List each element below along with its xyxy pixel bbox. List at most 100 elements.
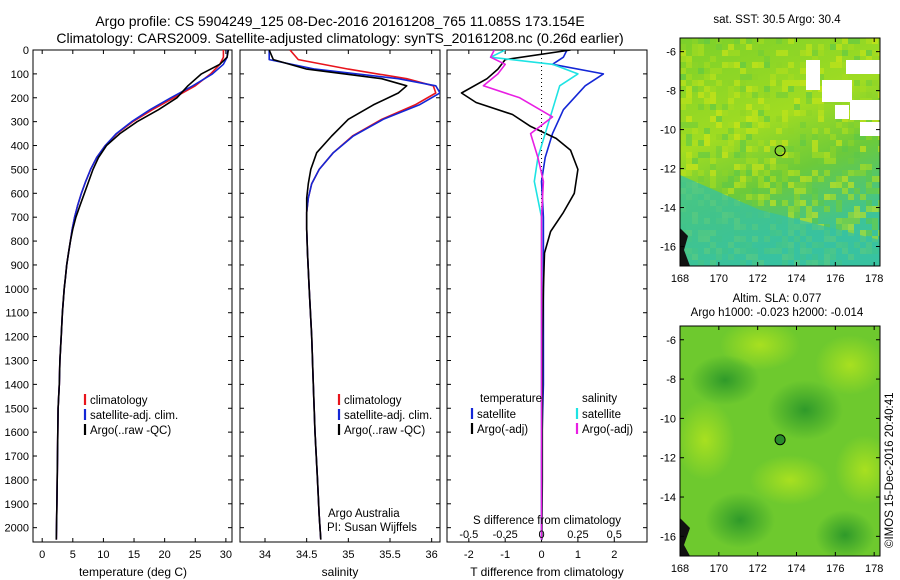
sst-pixel — [872, 218, 878, 224]
sst-pixel — [788, 74, 794, 80]
sst-pixel — [782, 200, 788, 206]
sst-pixel — [866, 218, 872, 224]
sst-pixel — [800, 188, 806, 194]
sst-pixel — [788, 80, 794, 86]
sst-pixel — [860, 134, 866, 140]
sst-pixel — [788, 182, 794, 188]
legend-label: satellite — [582, 409, 621, 421]
top-tick-label: -0.25 — [493, 529, 518, 541]
map-x-tick-label: 172 — [748, 563, 766, 575]
sst-pixel — [794, 152, 800, 158]
sst-no-data — [850, 100, 880, 120]
sst-pixel — [836, 56, 842, 62]
sst-pixel — [758, 38, 764, 44]
series-line-argo — [55, 50, 230, 540]
sst-pixel — [794, 104, 800, 110]
map-x-tick-label: 174 — [787, 563, 805, 575]
sst-pixel — [836, 62, 842, 68]
sst-pixel — [842, 38, 848, 44]
sst-pixel — [698, 104, 704, 110]
sst-pixel — [824, 152, 830, 158]
sst-pixel — [758, 164, 764, 170]
sst-pixel — [698, 50, 704, 56]
sst-pixel — [824, 194, 830, 200]
sst-pixel — [686, 98, 692, 104]
sst-pixel — [800, 68, 806, 74]
sst-pixel — [836, 122, 842, 128]
sst-pixel — [800, 50, 806, 56]
sst-pixel — [842, 128, 848, 134]
sst-pixel — [716, 146, 722, 152]
sst-pixel — [752, 146, 758, 152]
temperature-xlabel: temperature (deg C) — [79, 565, 187, 579]
sst-pixel — [752, 116, 758, 122]
map-y-tick-label: -8 — [666, 374, 676, 386]
sst-pixel — [836, 182, 842, 188]
sst-pixel — [758, 140, 764, 146]
sst-pixel — [830, 194, 836, 200]
sst-pixel — [710, 56, 716, 62]
sst-pixel — [830, 62, 836, 68]
sst-pixel — [764, 56, 770, 62]
sst-pixel — [854, 170, 860, 176]
sst-pixel — [848, 170, 854, 176]
sst-pixel — [818, 158, 824, 164]
x-tick-label: 34 — [259, 549, 271, 561]
sst-pixel — [794, 200, 800, 206]
sst-pixel — [704, 98, 710, 104]
sst-pixel — [680, 68, 686, 74]
sst-pixel — [800, 176, 806, 182]
sst-pixel — [740, 86, 746, 92]
argo-australia-note: Argo Australia — [328, 508, 400, 520]
legend-label: satellite-adj. clim. — [344, 410, 432, 422]
x-tick-label: 10 — [97, 549, 109, 561]
sla-map-panel: Altim. SLA: 0.077 Argo h1000: -0.023 h20… — [660, 293, 883, 575]
sst-pixel — [818, 110, 824, 116]
sst-pixel — [800, 140, 806, 146]
y-tick-label: 100 — [11, 69, 29, 81]
x-tick-label: 15 — [128, 549, 140, 561]
sla-blob — [835, 435, 880, 505]
sst-pixel — [866, 134, 872, 140]
sst-pixel — [878, 86, 880, 92]
sst-pixel — [716, 134, 722, 140]
sst-pixel — [878, 230, 880, 236]
sla-coast-bottom-left — [680, 518, 690, 556]
sst-pixel — [722, 188, 728, 194]
sst-pixel — [782, 92, 788, 98]
sst-pixel — [818, 122, 824, 128]
sst-pixel — [788, 38, 794, 44]
sla-blob — [750, 455, 830, 505]
sst-pixel — [818, 98, 824, 104]
sst-pixel — [680, 134, 686, 140]
sst-pixel — [746, 176, 752, 182]
sst-pixel — [818, 200, 824, 206]
map-x-tick-label: 170 — [710, 563, 728, 575]
sst-pixel — [812, 50, 818, 56]
x-tick-label: -1 — [500, 549, 510, 561]
sst-pixel — [782, 110, 788, 116]
map-y-tick-label: -16 — [660, 531, 676, 543]
sst-pixel — [878, 200, 880, 206]
y-tick-label: 800 — [11, 236, 29, 248]
legend-label: satellite — [477, 409, 516, 421]
sst-pixel — [842, 170, 848, 176]
sst-pixel — [812, 56, 818, 62]
sst-pixel — [704, 62, 710, 68]
sst-pixel — [800, 182, 806, 188]
sst-no-data — [860, 122, 880, 136]
sst-pixel — [782, 80, 788, 86]
sst-pixel — [722, 62, 728, 68]
sst-pixel — [866, 176, 872, 182]
sst-pixel — [686, 62, 692, 68]
sst-pixel — [830, 158, 836, 164]
sst-pixel — [770, 188, 776, 194]
sst-pixel — [740, 146, 746, 152]
sst-pixel — [872, 134, 878, 140]
sst-pixel — [734, 170, 740, 176]
sst-pixel — [818, 116, 824, 122]
x-tick-label: 5 — [70, 549, 76, 561]
sst-pixel — [728, 104, 734, 110]
sst-pixel — [878, 188, 880, 194]
sst-pixel — [824, 128, 830, 134]
